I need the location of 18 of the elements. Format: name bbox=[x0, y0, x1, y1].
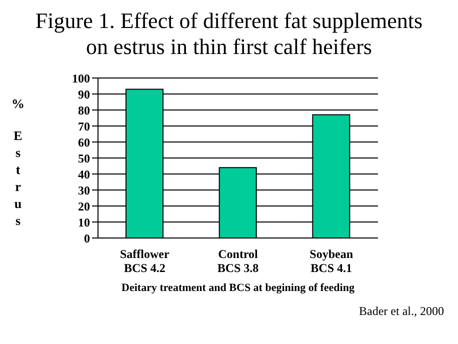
x-tick-label: Safflower BCS 4.2 bbox=[120, 247, 170, 275]
x-axis-title: Deitary treatment and BCS at begining of feeding bbox=[120, 282, 356, 294]
y-tick-label: 80 bbox=[78, 103, 90, 118]
y-tick-label: 10 bbox=[78, 215, 90, 230]
x-tick-label: Control BCS 3.8 bbox=[217, 247, 259, 275]
y-tick-label: 70 bbox=[78, 119, 90, 134]
y-tick-label: 90 bbox=[78, 87, 90, 102]
y-tick-label: 50 bbox=[78, 151, 90, 166]
text: % Estrus bbox=[12, 96, 24, 228]
y-tick-label: 30 bbox=[78, 183, 90, 198]
y-tick-label: 0 bbox=[84, 231, 90, 246]
x-tick-label: Soybean BCS 4.1 bbox=[310, 247, 354, 275]
y-tick-label: 60 bbox=[78, 135, 90, 150]
y-tick-label: 100 bbox=[72, 71, 90, 86]
y-tick-label: 40 bbox=[78, 167, 90, 182]
chart-title: Figure 1. Effect of different fat supplements on estrus in thin first calf heifers bbox=[34, 8, 424, 61]
text: Bader et al., 2000 bbox=[359, 304, 444, 319]
y-tick-label: 20 bbox=[78, 199, 90, 214]
